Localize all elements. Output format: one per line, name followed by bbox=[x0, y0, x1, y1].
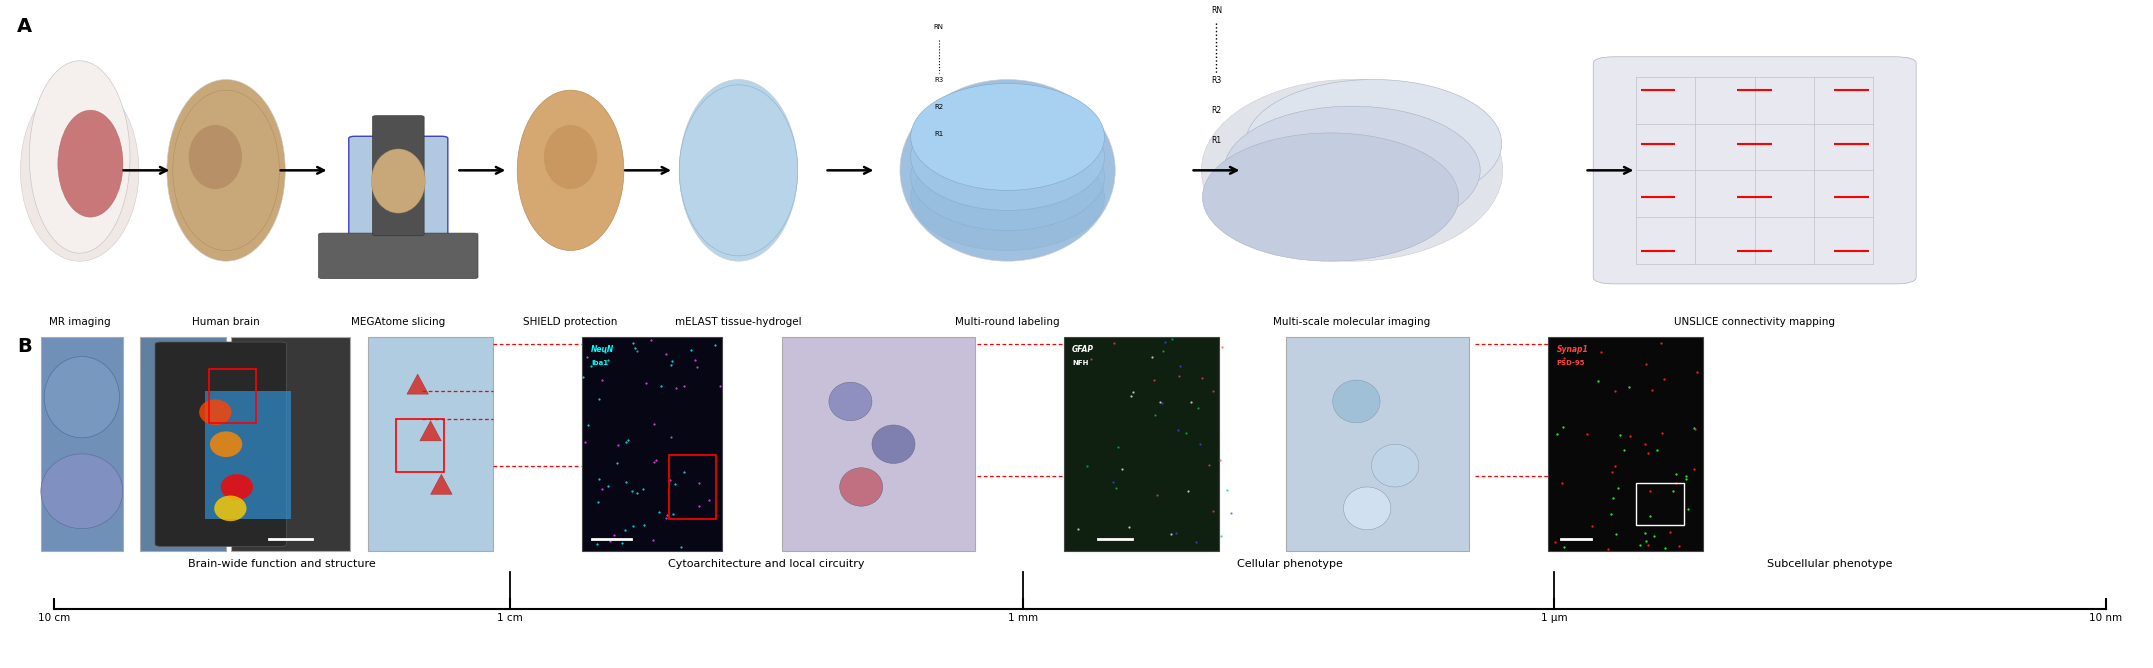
Ellipse shape bbox=[517, 90, 624, 250]
FancyBboxPatch shape bbox=[155, 342, 286, 546]
Ellipse shape bbox=[911, 124, 1104, 230]
Bar bbox=[209, 369, 256, 423]
Text: 1 cm: 1 cm bbox=[497, 613, 523, 623]
Ellipse shape bbox=[43, 357, 121, 438]
Ellipse shape bbox=[211, 432, 241, 457]
Bar bbox=[1064, 337, 1219, 551]
Text: RN: RN bbox=[1210, 5, 1223, 15]
Ellipse shape bbox=[840, 468, 883, 506]
Text: 10 nm: 10 nm bbox=[2088, 613, 2123, 623]
Bar bbox=[41, 337, 123, 551]
FancyBboxPatch shape bbox=[1593, 57, 1916, 284]
Polygon shape bbox=[420, 421, 441, 441]
Ellipse shape bbox=[1201, 79, 1503, 261]
Text: 1 mm: 1 mm bbox=[1008, 613, 1038, 623]
FancyBboxPatch shape bbox=[372, 116, 424, 236]
Ellipse shape bbox=[41, 454, 123, 528]
Ellipse shape bbox=[1343, 487, 1391, 530]
Bar bbox=[396, 419, 444, 472]
Ellipse shape bbox=[1225, 106, 1481, 234]
Text: Human brain: Human brain bbox=[192, 317, 261, 327]
Text: Cellular phenotype: Cellular phenotype bbox=[1236, 560, 1343, 569]
Text: NFH: NFH bbox=[1072, 360, 1089, 366]
Ellipse shape bbox=[1371, 444, 1419, 487]
Text: Synap1: Synap1 bbox=[1557, 345, 1589, 354]
Text: Cytoarchitecture and local circuitry: Cytoarchitecture and local circuitry bbox=[667, 560, 866, 569]
Ellipse shape bbox=[215, 496, 245, 521]
Text: R1: R1 bbox=[934, 131, 943, 136]
Text: 1 μm: 1 μm bbox=[1542, 613, 1567, 623]
Ellipse shape bbox=[911, 84, 1104, 190]
Ellipse shape bbox=[1244, 79, 1503, 208]
Ellipse shape bbox=[222, 474, 254, 500]
Polygon shape bbox=[431, 474, 452, 494]
Ellipse shape bbox=[166, 79, 284, 261]
Ellipse shape bbox=[900, 79, 1115, 261]
Bar bbox=[205, 391, 291, 519]
Bar bbox=[782, 337, 975, 551]
Ellipse shape bbox=[911, 144, 1104, 250]
Ellipse shape bbox=[872, 425, 915, 464]
Text: Brain-wide function and structure: Brain-wide function and structure bbox=[187, 560, 377, 569]
Ellipse shape bbox=[58, 110, 123, 217]
Ellipse shape bbox=[370, 149, 426, 213]
Text: A: A bbox=[17, 17, 32, 35]
Ellipse shape bbox=[1333, 380, 1380, 423]
Text: Subcellular phenotype: Subcellular phenotype bbox=[1768, 560, 1892, 569]
Bar bbox=[581, 337, 723, 551]
Ellipse shape bbox=[680, 85, 797, 256]
Bar bbox=[667, 455, 715, 519]
Ellipse shape bbox=[911, 104, 1104, 210]
FancyBboxPatch shape bbox=[319, 233, 478, 279]
Ellipse shape bbox=[1204, 133, 1460, 261]
Bar bbox=[1636, 483, 1684, 526]
Ellipse shape bbox=[198, 399, 233, 425]
Bar bbox=[368, 337, 493, 551]
Text: R3: R3 bbox=[1212, 75, 1221, 85]
Text: R1: R1 bbox=[1212, 136, 1221, 145]
Bar bbox=[1287, 337, 1468, 551]
Ellipse shape bbox=[30, 61, 129, 253]
Text: 10 cm: 10 cm bbox=[39, 613, 69, 623]
Ellipse shape bbox=[189, 125, 241, 189]
Bar bbox=[233, 337, 349, 551]
Text: SHIELD protection: SHIELD protection bbox=[523, 317, 618, 327]
Text: UNSLICE connectivity mapping: UNSLICE connectivity mapping bbox=[1675, 317, 1834, 327]
Text: MEGAtome slicing: MEGAtome slicing bbox=[351, 317, 446, 327]
Ellipse shape bbox=[829, 382, 872, 421]
Text: Multi-round labeling: Multi-round labeling bbox=[956, 317, 1059, 327]
Text: PSD-95: PSD-95 bbox=[1557, 360, 1585, 366]
Text: GFAP: GFAP bbox=[1072, 345, 1094, 354]
Bar bbox=[1548, 337, 1703, 551]
Text: NeuN: NeuN bbox=[590, 345, 614, 354]
Text: R3: R3 bbox=[934, 77, 943, 83]
Ellipse shape bbox=[545, 125, 596, 189]
Text: mELAST tissue-hydrogel: mELAST tissue-hydrogel bbox=[676, 317, 801, 327]
Text: R2: R2 bbox=[934, 104, 943, 110]
Text: Multi-scale molecular imaging: Multi-scale molecular imaging bbox=[1272, 317, 1432, 327]
Text: R2: R2 bbox=[1212, 106, 1221, 115]
Polygon shape bbox=[407, 374, 428, 394]
FancyBboxPatch shape bbox=[349, 136, 448, 236]
Ellipse shape bbox=[22, 79, 138, 261]
Text: MR imaging: MR imaging bbox=[50, 317, 110, 327]
Text: Iba1: Iba1 bbox=[590, 360, 607, 366]
Bar bbox=[140, 337, 226, 551]
Ellipse shape bbox=[680, 79, 797, 261]
Text: B: B bbox=[17, 337, 32, 356]
Ellipse shape bbox=[172, 90, 280, 250]
Text: RN: RN bbox=[934, 24, 943, 29]
